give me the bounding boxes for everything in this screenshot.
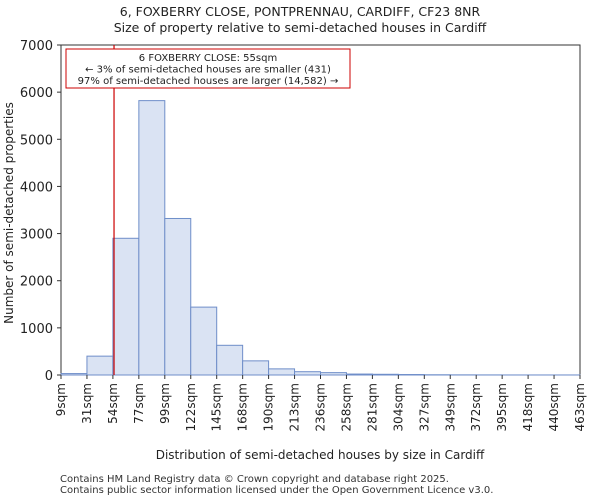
x-tick-label: 304sqm — [391, 383, 405, 431]
x-tick-label: 190sqm — [262, 383, 276, 431]
x-tick-label: 168sqm — [236, 383, 250, 431]
bar — [60, 373, 88, 376]
annotation-line: ← 3% of semi-detached houses are smaller… — [85, 65, 331, 76]
x-tick-label: 463sqm — [573, 383, 587, 431]
x-tick-label: 327sqm — [417, 383, 431, 431]
bar — [164, 217, 192, 376]
x-tick-label: 99sqm — [158, 383, 172, 424]
y-tick-label: 0 — [45, 369, 53, 384]
y-tick-label: 2000 — [20, 275, 53, 290]
plot-area: 0 1000 2000 3000 4000 5000 6000 7000 9sqm 31sqm 54… — [20, 39, 587, 431]
bar — [138, 100, 166, 376]
chart-subtitle: Size of property relative to semi-detach… — [114, 20, 487, 35]
annotation-box — [65, 48, 351, 89]
x-tick-label: 258sqm — [339, 383, 353, 431]
y-tick-label: 1000 — [20, 322, 53, 337]
y-tick-label: 5000 — [20, 133, 53, 148]
x-axis-label: Distribution of semi-detached houses by … — [156, 448, 485, 462]
x-tick-label: 213sqm — [288, 383, 302, 431]
footer-line-1: Contains HM Land Registry data © Crown c… — [60, 474, 449, 485]
x-tick-label: 418sqm — [521, 383, 535, 431]
x-tick-label: 236sqm — [314, 383, 328, 431]
bar — [320, 372, 347, 376]
footer-line-2: Contains public sector information licen… — [60, 485, 494, 496]
x-tick-label: 281sqm — [365, 383, 379, 431]
y-tick-label: 6000 — [20, 86, 53, 101]
x-tick-label: 77sqm — [132, 383, 146, 424]
y-tick-label: 7000 — [20, 39, 53, 54]
chart-title: 6, FOXBERRY CLOSE, PONTPRENNAU, CARDIFF,… — [120, 4, 481, 19]
x-tick-label: 395sqm — [495, 383, 509, 431]
bar — [86, 355, 114, 376]
y-tick-label: 4000 — [20, 180, 53, 195]
bar — [345, 373, 373, 376]
x-tick-label: 349sqm — [443, 383, 457, 431]
x-tick-label: 9sqm — [54, 383, 68, 416]
bar — [190, 306, 218, 376]
x-tick-label: 372sqm — [469, 383, 483, 431]
x-tick-label: 145sqm — [210, 383, 224, 431]
x-tick-label: 31sqm — [80, 383, 94, 424]
bar — [294, 371, 321, 376]
bar — [242, 360, 270, 376]
bar — [268, 368, 296, 376]
x-tick-label: 440sqm — [547, 383, 561, 431]
bar — [112, 237, 140, 376]
bar — [371, 373, 399, 376]
annotation-line: 97% of semi-detached houses are larger (… — [78, 76, 339, 87]
annotation-line: 6 FOXBERRY CLOSE: 55sqm — [139, 53, 277, 64]
bar — [216, 344, 244, 376]
y-tick-label: 3000 — [20, 228, 53, 243]
x-tick-label: 54sqm — [106, 383, 120, 424]
x-tick-label: 122sqm — [184, 383, 198, 431]
y-axis-label: Number of semi-detached properties — [2, 102, 16, 324]
